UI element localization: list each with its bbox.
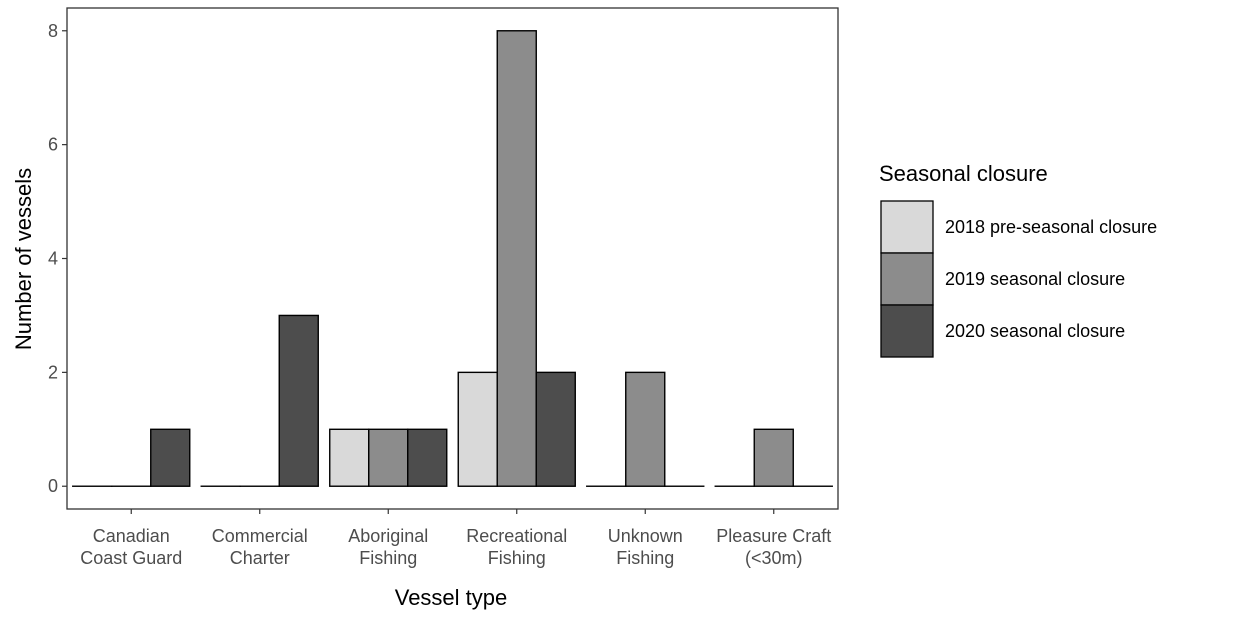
y-tick-label: 8 [48, 21, 58, 41]
x-axis-title: Vessel type [395, 585, 508, 610]
bar [497, 31, 536, 486]
legend-label: 2018 pre-seasonal closure [945, 217, 1157, 237]
legend-key [881, 305, 933, 357]
bar [536, 372, 575, 486]
bar [151, 429, 190, 486]
bar [369, 429, 408, 486]
legend: 2018 pre-seasonal closure 2019 seasonal c… [881, 201, 1157, 357]
bar [330, 429, 369, 486]
legend-label: 2020 seasonal closure [945, 321, 1125, 341]
x-tick-label: Pleasure Craft(<30m) [716, 526, 831, 568]
y-tick-label: 2 [48, 362, 58, 382]
legend-key [881, 253, 933, 305]
bar [458, 372, 497, 486]
y-tick-label: 0 [48, 476, 58, 496]
y-axis-title: Number of vessels [11, 168, 36, 350]
bar [279, 315, 318, 486]
y-tick-label: 4 [48, 249, 58, 269]
legend-label: 2019 seasonal closure [945, 269, 1125, 289]
bar [408, 429, 447, 486]
bar [626, 372, 665, 486]
legend-title: Seasonal closure [879, 161, 1048, 186]
y-tick-label: 6 [48, 135, 58, 155]
legend-key [881, 201, 933, 253]
bar [754, 429, 793, 486]
